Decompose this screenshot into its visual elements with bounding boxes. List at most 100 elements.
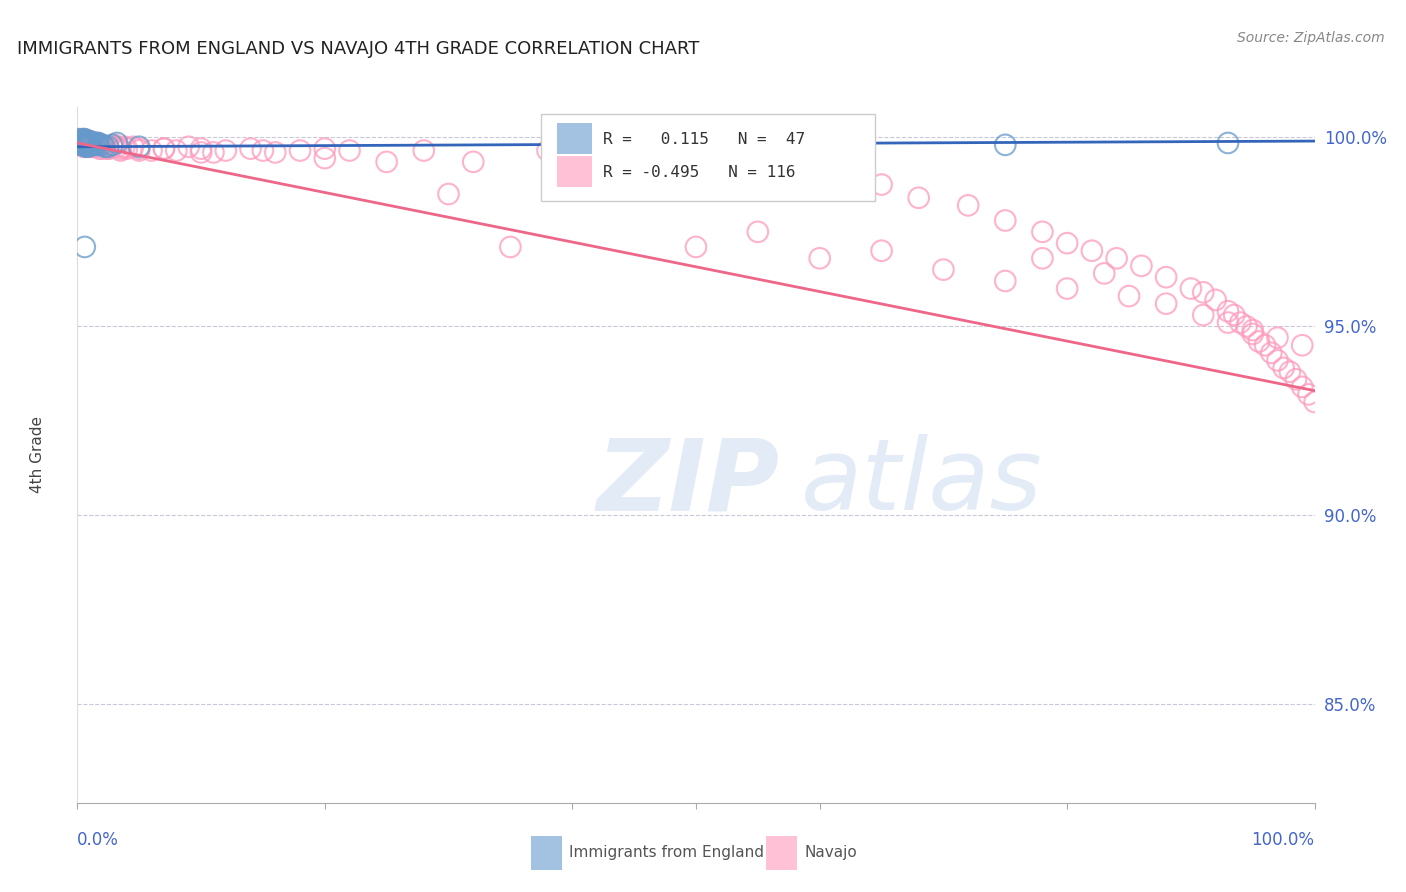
Point [1056, 236, 1078, 251]
Point [69, 134, 91, 148]
Point [75, 134, 97, 148]
Point [73, 136, 96, 150]
Point [1056, 281, 1078, 295]
Point [93, 140, 115, 154]
Point [69, 136, 91, 150]
Point [75, 140, 97, 154]
Point [93, 140, 115, 154]
Point [1272, 361, 1295, 376]
Point [375, 154, 398, 169]
Point [72, 132, 94, 146]
Point [77, 137, 100, 152]
Point [190, 142, 212, 156]
Point [1223, 308, 1246, 322]
Point [72, 134, 94, 148]
Point [70, 137, 93, 152]
Point [83, 137, 105, 152]
Point [73, 132, 96, 146]
Point [1241, 326, 1264, 341]
Point [1216, 136, 1239, 150]
Point [79, 136, 101, 150]
Point [202, 145, 225, 160]
Point [1192, 308, 1215, 322]
Point [314, 142, 336, 156]
Point [82, 137, 104, 152]
Point [1298, 387, 1320, 401]
Point [870, 244, 893, 258]
Point [72, 136, 94, 150]
Point [67, 132, 90, 146]
Point [72, 136, 94, 150]
Text: 4th Grade: 4th Grade [31, 417, 45, 493]
Point [70, 136, 93, 150]
Point [80, 136, 103, 150]
Point [72, 134, 94, 148]
Point [1236, 319, 1258, 334]
Point [70, 136, 93, 150]
Bar [531, 836, 562, 870]
Point [89, 137, 111, 152]
Point [1303, 395, 1326, 409]
Point [105, 140, 128, 154]
Point [75, 136, 97, 150]
Point [586, 144, 609, 158]
Point [115, 142, 138, 156]
Point [1216, 304, 1239, 318]
Point [73, 137, 96, 152]
Point [177, 140, 200, 154]
Point [1031, 225, 1053, 239]
Point [153, 142, 176, 156]
Text: Source: ZipAtlas.com: Source: ZipAtlas.com [1237, 31, 1385, 45]
Point [84, 136, 107, 150]
Text: IMMIGRANTS FROM ENGLAND VS NAVAJO 4TH GRADE CORRELATION CHART: IMMIGRANTS FROM ENGLAND VS NAVAJO 4TH GR… [17, 40, 699, 58]
Point [1229, 316, 1251, 330]
Point [67, 134, 90, 148]
Point [72, 134, 94, 148]
Point [83, 137, 105, 152]
Point [710, 154, 733, 169]
Point [1180, 281, 1202, 295]
Point [73, 136, 96, 150]
Point [91, 142, 114, 156]
Point [264, 145, 287, 160]
Point [76, 137, 98, 152]
Point [994, 274, 1017, 288]
Point [834, 176, 856, 190]
Point [463, 154, 485, 169]
Point [907, 191, 929, 205]
Point [1081, 244, 1104, 258]
Point [165, 144, 187, 158]
Point [101, 140, 124, 154]
Point [72, 140, 94, 154]
Point [1092, 267, 1115, 281]
Bar [766, 836, 797, 870]
Point [79, 137, 101, 152]
Point [84, 137, 107, 152]
Point [499, 240, 522, 254]
Point [288, 144, 311, 158]
Point [412, 144, 434, 158]
Point [80, 137, 103, 152]
Point [97, 140, 120, 154]
Point [1205, 293, 1227, 307]
Point [72, 137, 94, 152]
Point [1267, 353, 1289, 368]
Point [103, 137, 125, 152]
Point [73, 137, 96, 152]
Point [73, 240, 96, 254]
Point [69, 132, 91, 146]
Point [659, 154, 682, 169]
Point [101, 137, 124, 152]
Point [80, 140, 103, 154]
Point [685, 240, 707, 254]
Text: 100.0%: 100.0% [1251, 830, 1315, 848]
Point [1154, 296, 1177, 310]
Point [252, 144, 274, 158]
Point [79, 134, 101, 148]
Point [70, 134, 93, 148]
Point [1260, 346, 1282, 360]
Point [215, 144, 238, 158]
Text: R = -0.495   N = 116: R = -0.495 N = 116 [603, 165, 796, 180]
Point [1278, 365, 1301, 379]
Text: Navajo: Navajo [804, 846, 858, 860]
